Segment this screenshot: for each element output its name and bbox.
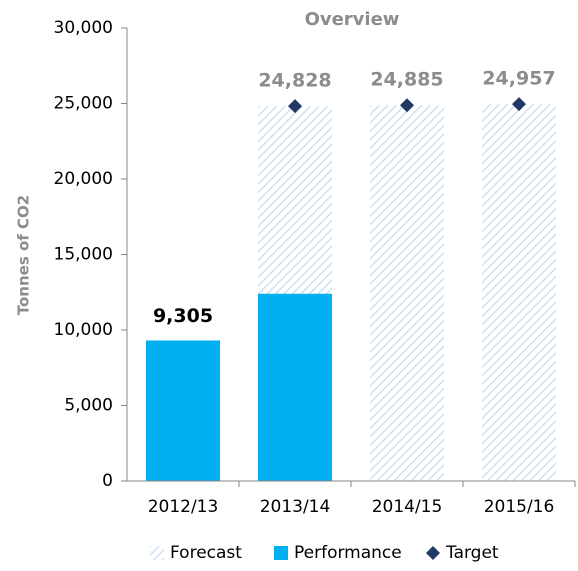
y-tick-label: 0 [102, 471, 113, 491]
legend-swatch [426, 546, 440, 560]
y-tick-label: 15,000 [54, 245, 113, 265]
data-label: 24,885 [370, 69, 443, 91]
y-tick-label: 5,000 [64, 396, 113, 416]
data-label: 9,305 [153, 305, 213, 327]
data-label: 24,828 [258, 70, 331, 92]
forecast-bar [370, 105, 444, 481]
legend-swatch [150, 546, 164, 560]
x-tick-label: 2015/16 [484, 497, 555, 517]
y-tick-label: 30,000 [54, 18, 113, 38]
y-tick-label: 25,000 [54, 94, 113, 114]
data-label: 24,957 [482, 68, 555, 90]
legend-label: Target [445, 543, 499, 563]
x-tick-label: 2014/15 [372, 497, 443, 517]
forecast-bar [482, 104, 556, 482]
target-marker [512, 97, 526, 112]
performance-bar [258, 293, 332, 481]
legend-label: Forecast [170, 543, 242, 563]
y-axis-label: Tonnes of CO2 [15, 195, 33, 315]
target-marker [288, 99, 302, 114]
chart-title: Overview [305, 9, 400, 30]
x-tick-label: 2012/13 [148, 497, 219, 517]
target-marker [400, 98, 414, 113]
legend-label: Performance [294, 543, 402, 563]
y-tick-label: 20,000 [54, 169, 113, 189]
legend-swatch [274, 546, 288, 560]
x-tick-label: 2013/14 [260, 497, 331, 517]
y-tick-label: 10,000 [54, 320, 113, 340]
performance-bar [146, 340, 220, 481]
